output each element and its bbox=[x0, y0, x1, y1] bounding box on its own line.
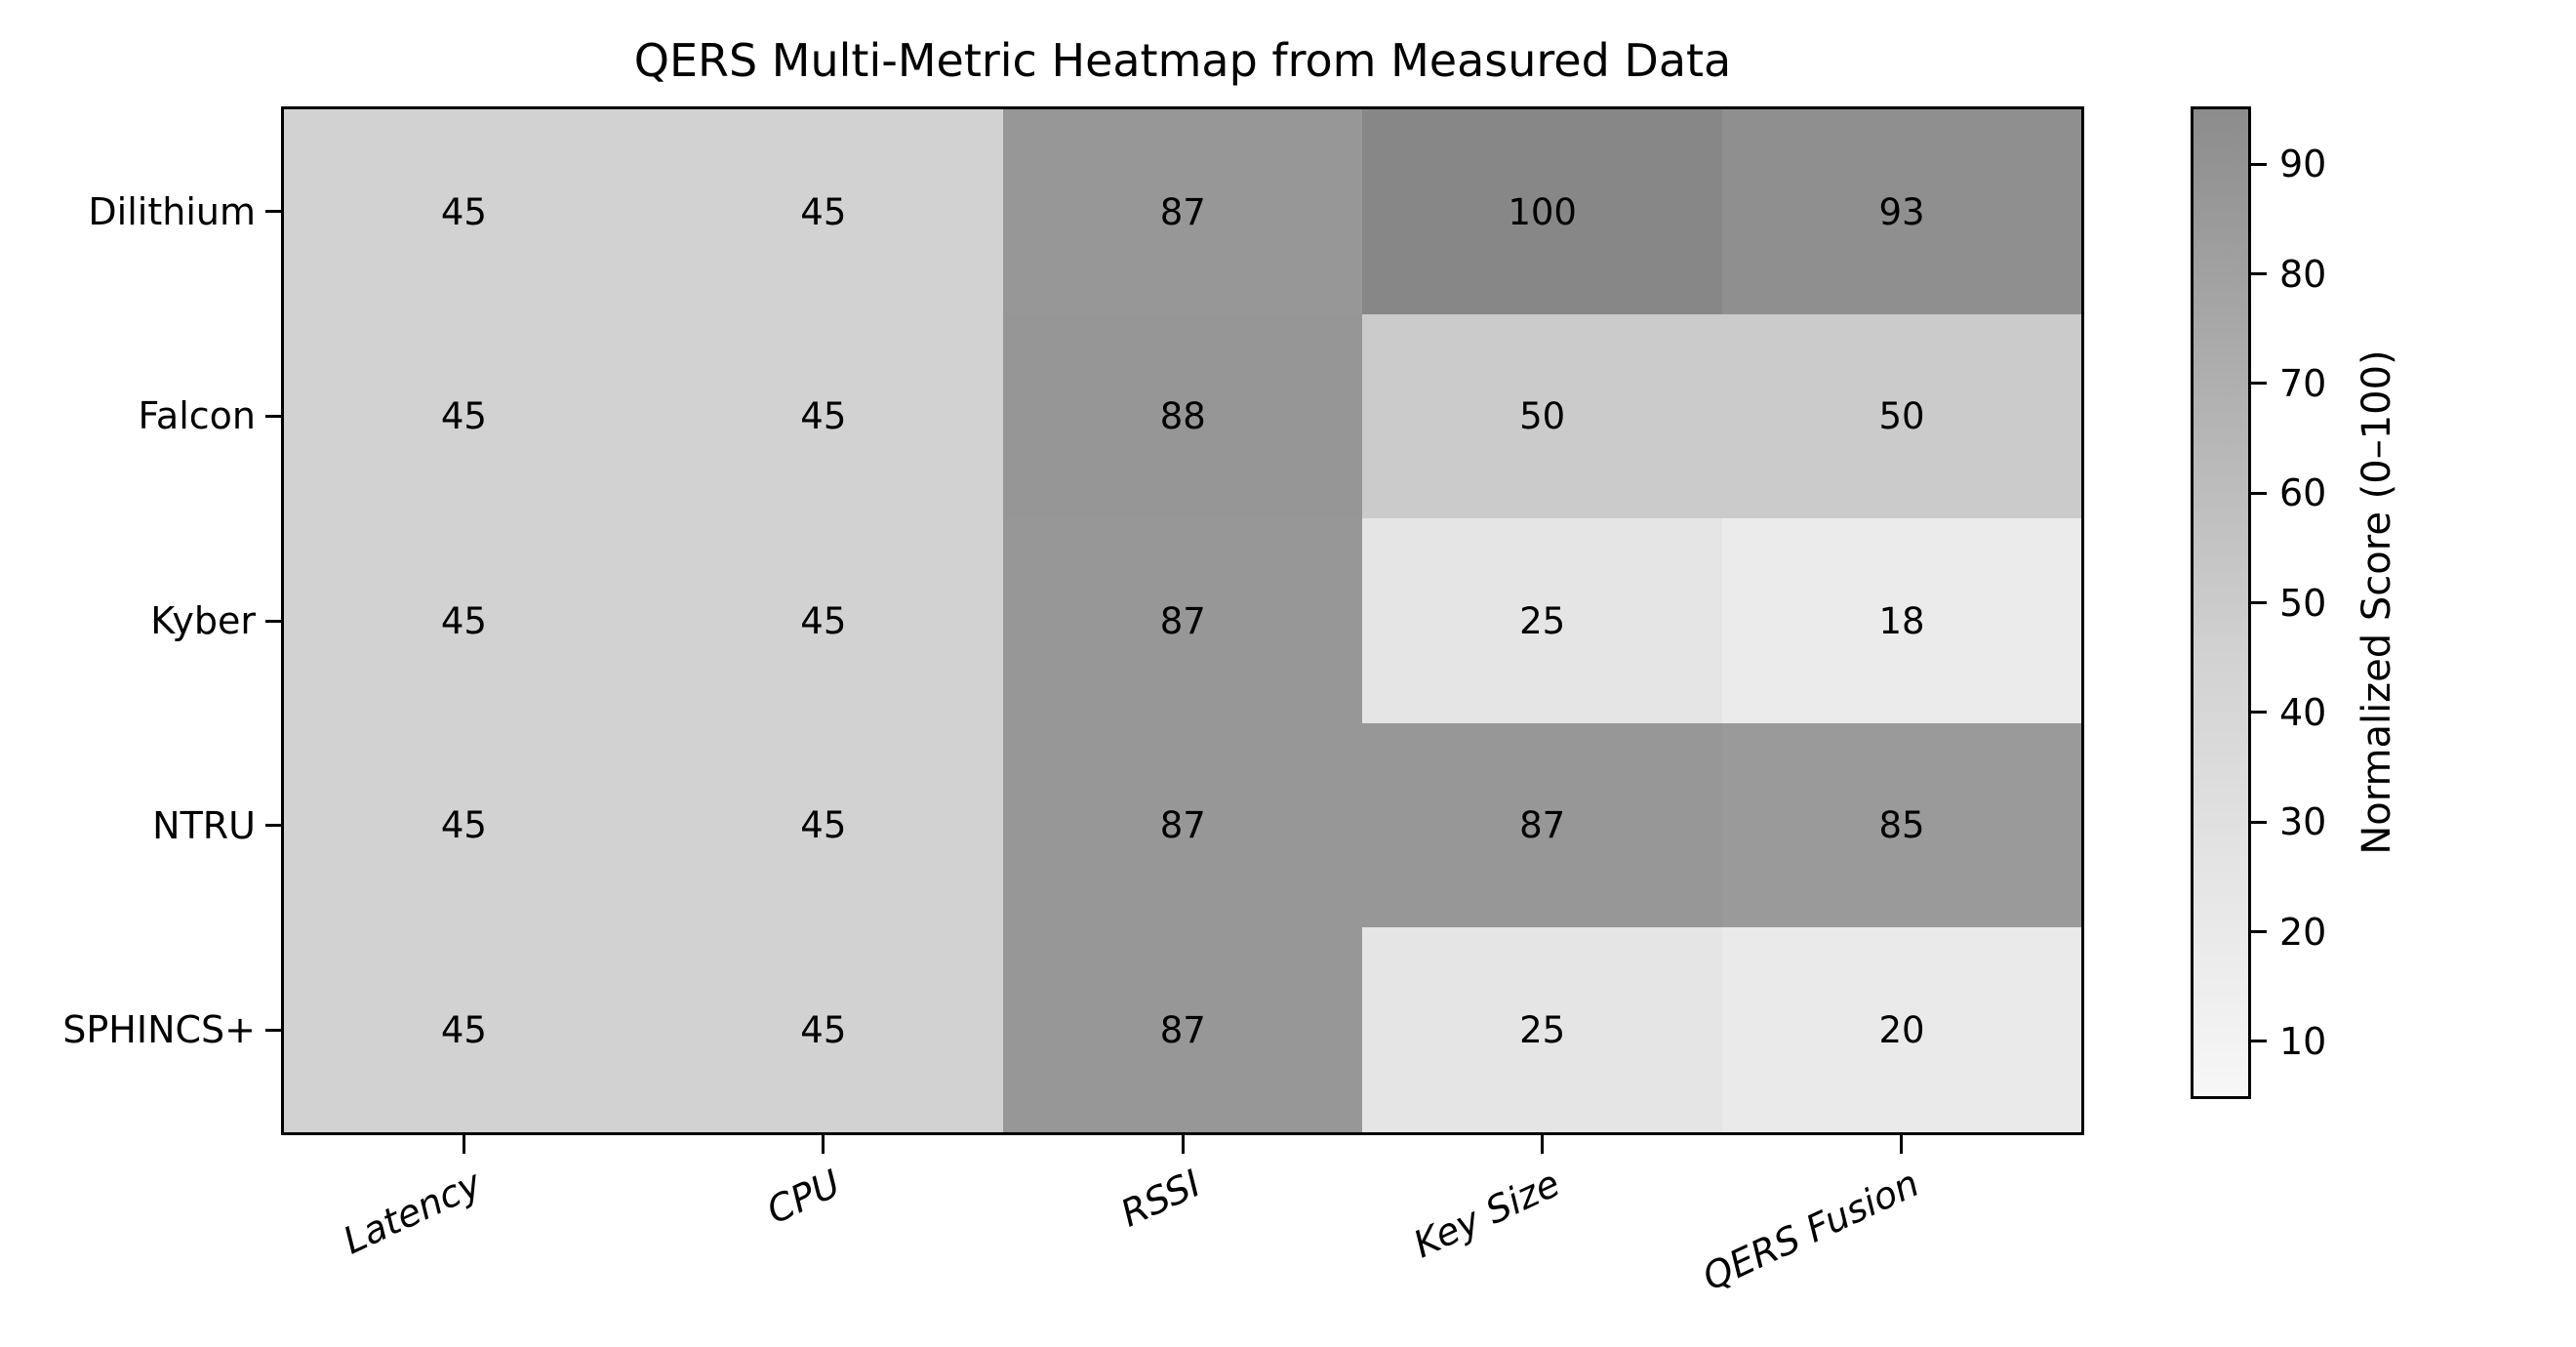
y-axis-tick bbox=[265, 619, 284, 623]
heatmap-cell: 45 bbox=[284, 109, 644, 315]
heatmap-cell: 45 bbox=[643, 722, 1004, 928]
heatmap-cell: 45 bbox=[643, 313, 1004, 519]
x-axis-tick bbox=[1181, 1132, 1185, 1154]
colorbar-tick bbox=[2248, 272, 2267, 275]
heatmap-cell: 93 bbox=[1721, 109, 2082, 315]
colorbar-tick bbox=[2248, 1040, 2267, 1043]
heatmap-cell: 87 bbox=[1002, 722, 1363, 928]
heatmap-cell: 45 bbox=[284, 927, 644, 1133]
heatmap-cell: 50 bbox=[1721, 313, 2082, 519]
y-tick-label: NTRU bbox=[152, 803, 256, 847]
heatmap-cell: 45 bbox=[284, 722, 644, 928]
heatmap-cell: 25 bbox=[1362, 518, 1723, 724]
heatmap-cell: 45 bbox=[643, 927, 1004, 1133]
colorbar-tick-label: 10 bbox=[2279, 1019, 2327, 1063]
x-tick-label: Key Size bbox=[1406, 1162, 1567, 1267]
heatmap-cell: 85 bbox=[1721, 722, 2082, 928]
heatmap-cell: 88 bbox=[1002, 313, 1363, 519]
y-axis-tick bbox=[265, 210, 284, 214]
y-tick-label: Falcon bbox=[138, 394, 256, 438]
x-axis-tick bbox=[822, 1132, 825, 1154]
heatmap-cell: 45 bbox=[643, 518, 1004, 724]
x-axis-tick bbox=[1900, 1132, 1904, 1154]
colorbar-tick bbox=[2248, 162, 2267, 166]
colorbar-tick-label: 70 bbox=[2279, 361, 2327, 405]
heatmap-cell: 45 bbox=[284, 518, 644, 724]
y-axis-tick bbox=[265, 824, 284, 828]
colorbar-tick-label: 50 bbox=[2279, 581, 2327, 625]
heatmap-plot-area: 45 45 87 100 93 45 45 88 50 50 45 45 87 25 18 45 45 87 87 8… bbox=[281, 106, 2084, 1135]
x-tick-label: CPU bbox=[760, 1162, 848, 1233]
colorbar-tick-label: 40 bbox=[2279, 690, 2327, 734]
colorbar-tick-label: 80 bbox=[2279, 252, 2327, 296]
y-axis-tick bbox=[265, 414, 284, 418]
colorbar-axis-label: Normalized Score (0–100) bbox=[2355, 349, 2399, 855]
x-tick-label: Latency bbox=[337, 1162, 488, 1263]
colorbar-tick bbox=[2248, 820, 2267, 824]
x-tick-label: QERS Fusion bbox=[1696, 1162, 1926, 1299]
heatmap-cell: 50 bbox=[1362, 313, 1723, 519]
heatmap-cell: 45 bbox=[284, 313, 644, 519]
heatmap-cell: 25 bbox=[1362, 927, 1723, 1133]
heatmap-cell: 18 bbox=[1721, 518, 2082, 724]
colorbar-tick bbox=[2248, 491, 2267, 495]
x-axis-tick bbox=[462, 1132, 465, 1154]
colorbar-tick-label: 90 bbox=[2279, 143, 2327, 186]
colorbar-tick-label: 30 bbox=[2279, 800, 2327, 844]
y-tick-label: Kyber bbox=[150, 599, 256, 642]
colorbar-gradient bbox=[2191, 106, 2251, 1099]
x-axis-tick bbox=[1540, 1132, 1544, 1154]
x-tick-label: RSSI bbox=[1113, 1162, 1207, 1236]
heatmap-cell: 87 bbox=[1002, 927, 1363, 1133]
heatmap-cell: 20 bbox=[1721, 927, 2082, 1133]
y-tick-label: Dilithium bbox=[88, 189, 256, 233]
chart-title: QERS Multi-Metric Heatmap from Measured … bbox=[633, 34, 1732, 87]
colorbar-tick bbox=[2248, 711, 2267, 714]
y-tick-label: SPHINCS+ bbox=[62, 1008, 256, 1052]
colorbar-tick bbox=[2248, 930, 2267, 933]
heatmap-cell: 87 bbox=[1002, 518, 1363, 724]
heatmap-cell: 45 bbox=[643, 109, 1004, 315]
colorbar-tick-label: 60 bbox=[2279, 471, 2327, 515]
colorbar-tick-label: 20 bbox=[2279, 910, 2327, 954]
heatmap-cell: 100 bbox=[1362, 109, 1723, 315]
heatmap-cell: 87 bbox=[1362, 722, 1723, 928]
colorbar-tick bbox=[2248, 382, 2267, 386]
y-axis-tick bbox=[265, 1028, 284, 1032]
colorbar-tick bbox=[2248, 601, 2267, 604]
heatmap-cell: 87 bbox=[1002, 109, 1363, 315]
